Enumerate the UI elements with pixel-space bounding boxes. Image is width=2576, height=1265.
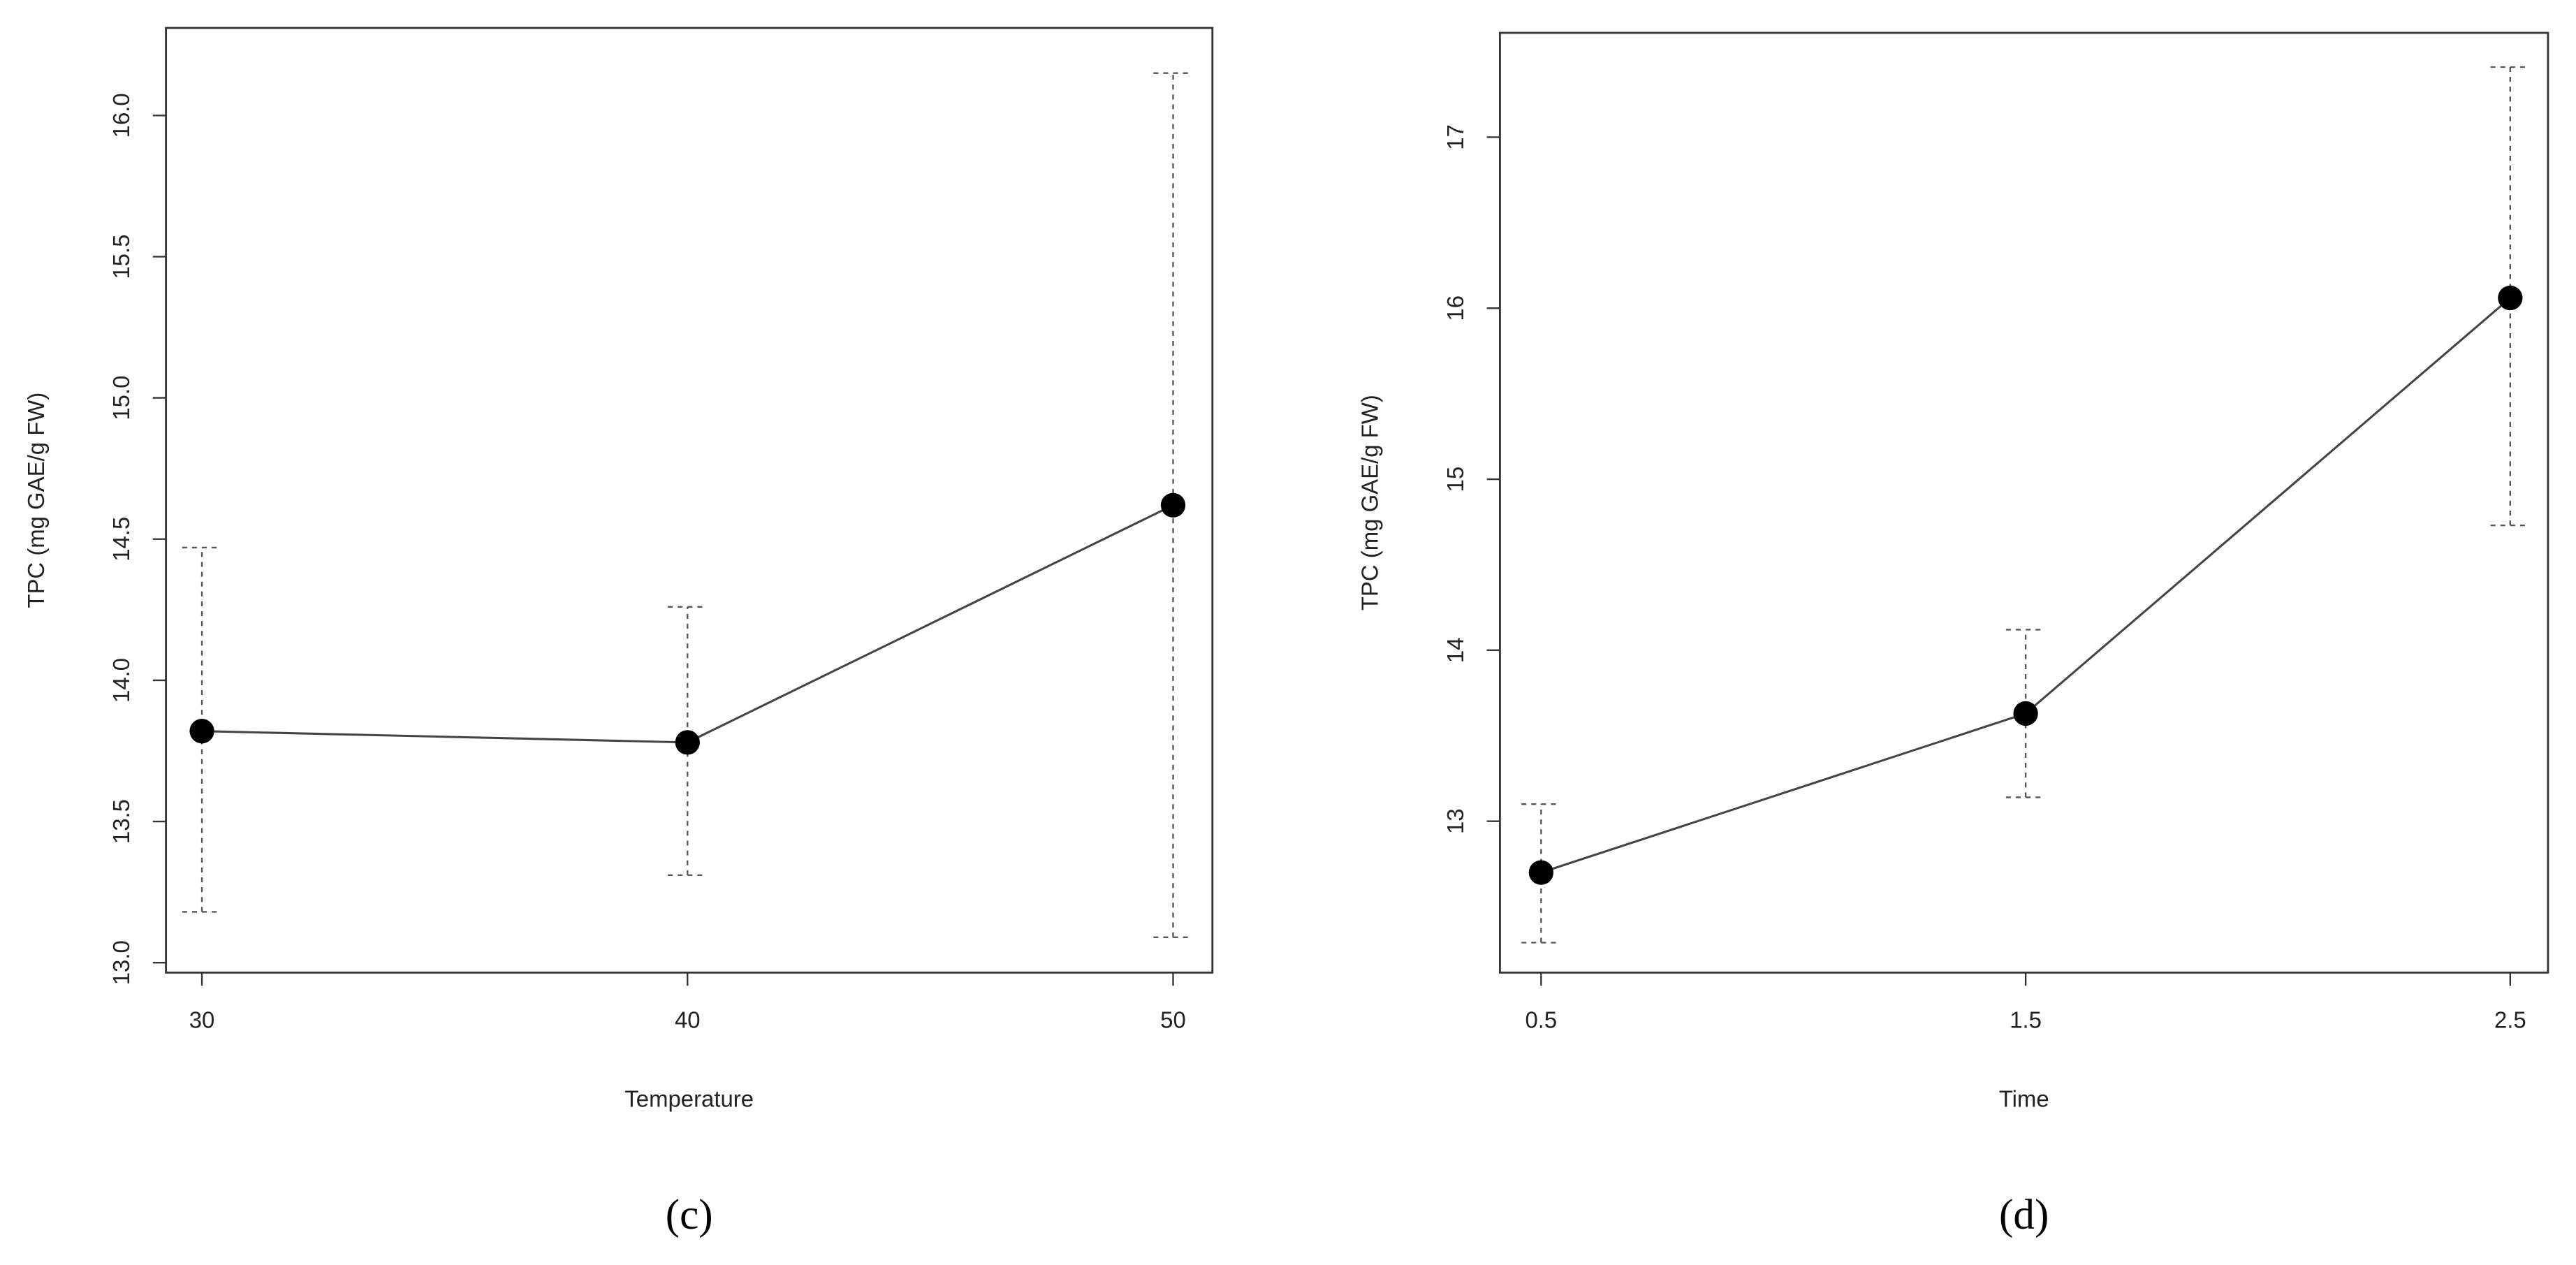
y-tick-label: 13.5 xyxy=(108,799,134,844)
x-tick-label: 30 xyxy=(189,1007,215,1033)
x-tick-label: 0.5 xyxy=(1525,1007,1557,1033)
y-tick-label: 16.0 xyxy=(108,93,134,138)
data-point xyxy=(2498,285,2523,311)
caption: (c) xyxy=(666,1192,713,1238)
y-tick-label: 14.5 xyxy=(108,517,134,562)
y-tick-label: 17 xyxy=(1442,124,1468,150)
x-tick-label: 2.5 xyxy=(2494,1007,2526,1033)
data-point xyxy=(2013,701,2038,726)
x-tick-label: 50 xyxy=(1160,1007,1186,1033)
y-tick-label: 15.5 xyxy=(108,234,134,279)
x-axis-label: Time xyxy=(1999,1086,2049,1112)
y-tick-label: 16 xyxy=(1442,295,1468,321)
x-tick-label: 40 xyxy=(675,1007,701,1033)
data-point xyxy=(1160,492,1186,518)
data-point xyxy=(1528,860,1554,885)
y-tick-label: 13.0 xyxy=(108,940,134,985)
y-tick-label: 14 xyxy=(1442,638,1468,664)
data-point xyxy=(675,730,700,755)
plot-frame xyxy=(1498,31,2549,974)
y-tick-label: 15.0 xyxy=(108,376,134,421)
y-tick-label: 14.0 xyxy=(108,658,134,703)
caption: (d) xyxy=(1999,1192,2049,1238)
plot-frame xyxy=(165,27,1214,974)
y-tick-label: 13 xyxy=(1442,808,1468,834)
y-tick-label: 15 xyxy=(1442,467,1468,492)
data-point xyxy=(189,719,214,744)
x-tick-label: 1.5 xyxy=(2010,1007,2042,1033)
y-axis-label: TPC (mg GAE/g FW) xyxy=(1357,395,1383,610)
y-axis-label: TPC (mg GAE/g FW) xyxy=(23,393,49,608)
x-axis-label: Temperature xyxy=(624,1086,754,1112)
